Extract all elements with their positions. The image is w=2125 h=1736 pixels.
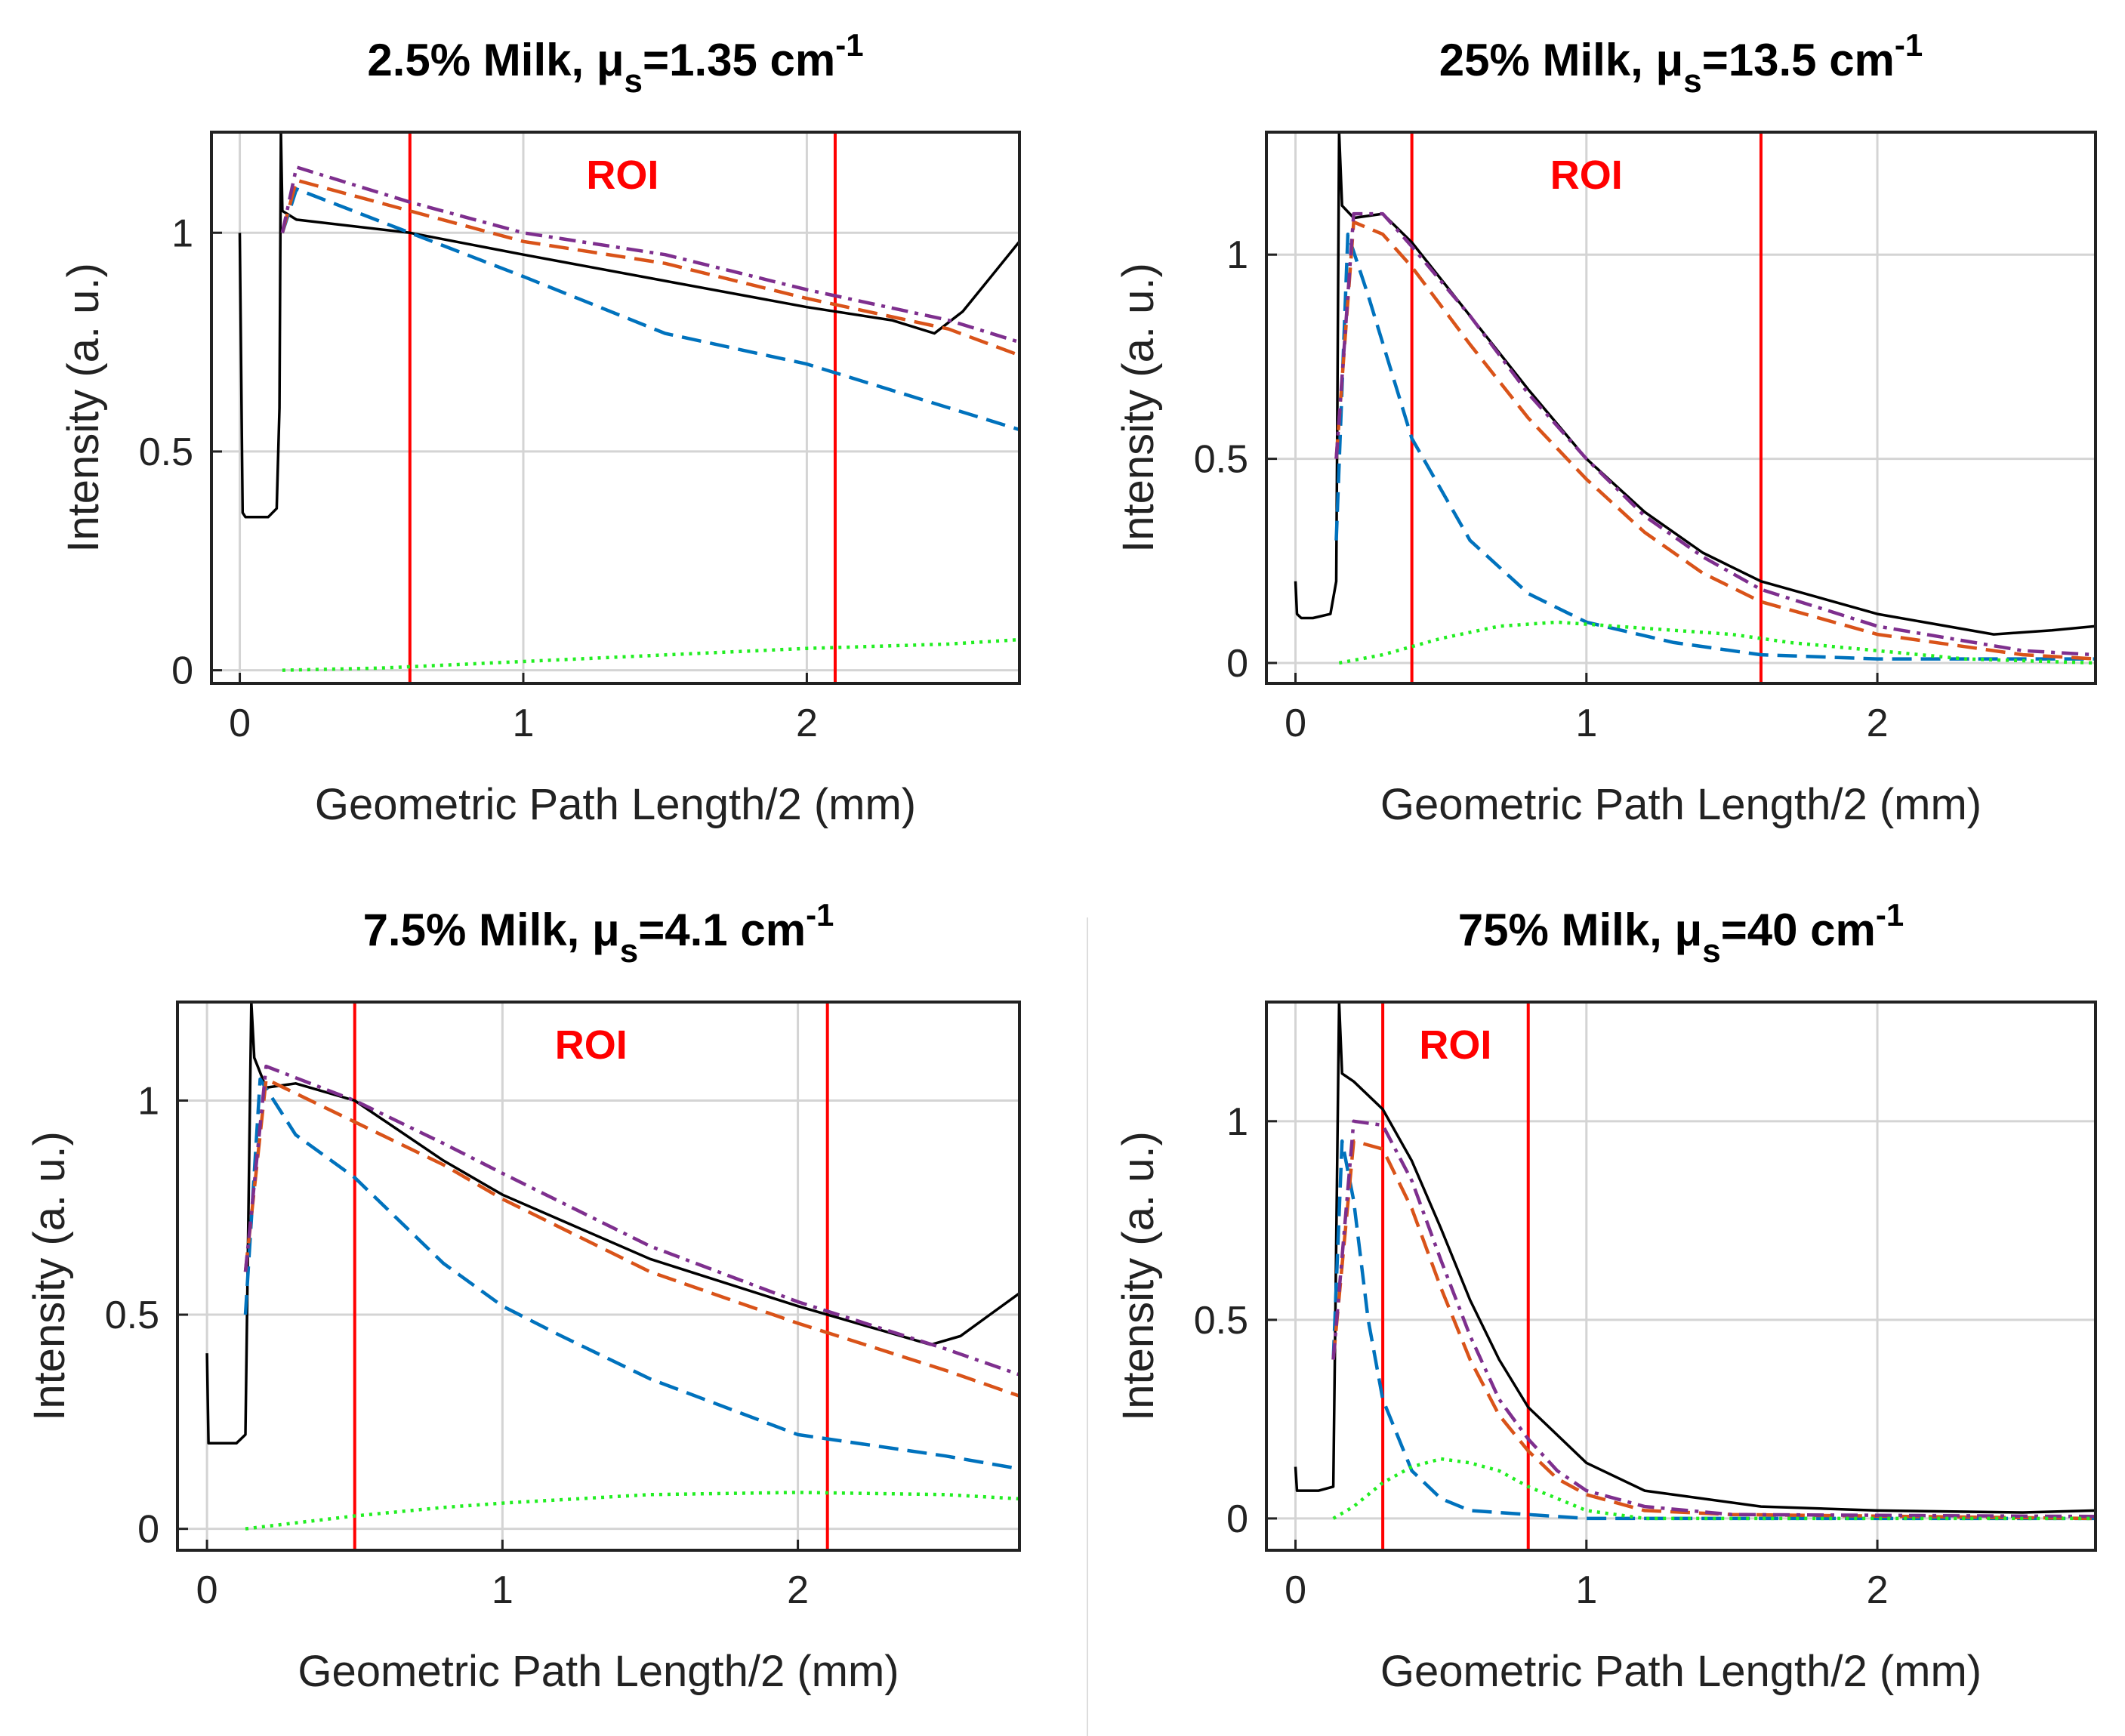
y-axis-label: Intensity (a. u.): [25, 1131, 74, 1421]
plot-area: [210, 131, 1021, 685]
roi-label: ROI: [1419, 1022, 1491, 1068]
chart-title: 7.5% Milk, μs=4.1 cm-1: [363, 897, 834, 970]
y-tick-label: 0: [1226, 642, 1248, 686]
x-axis-label: Geometric Path Length/2 (mm): [315, 780, 916, 829]
y-tick-label: 0.5: [1194, 1299, 1248, 1343]
title-main: 75% Milk, μ: [1458, 905, 1703, 955]
series-line-reference: [238, 132, 1019, 519]
series-group: [238, 132, 1019, 672]
series-line-purple: [1334, 211, 2096, 657]
y-tick-label: 1: [1226, 1100, 1248, 1144]
series-line-green: [282, 637, 1019, 672]
series-line-green: [1332, 1457, 2096, 1521]
title-subscript: s: [625, 63, 643, 100]
x-tick-label: 1: [1575, 701, 1597, 745]
x-axis-label: Geometric Path Length/2 (mm): [298, 1647, 899, 1696]
title-subscript: s: [620, 933, 638, 970]
y-tick-label: 0.5: [139, 430, 193, 474]
chart-panel-1: 0 1 2 0 0.5 1 ROI Geometric Path Length/2 (mm) I…: [59, 27, 1021, 829]
series-line-orange: [280, 178, 1019, 357]
series-line-orange: [1334, 220, 2096, 661]
x-axis-label: Geometric Path Length/2 (mm): [1380, 1647, 1982, 1696]
y-tick-label: 1: [171, 211, 193, 255]
chart-panel-2: 0 1 2 0 0.5 1 ROI Geometric Path Length/2 (mm) I…: [1114, 27, 2097, 829]
title-main: 2.5% Milk, μ: [367, 35, 624, 85]
x-tick-label: 2: [796, 701, 818, 745]
series-group: [205, 1002, 1019, 1531]
title-value: =40 cm: [1721, 905, 1876, 955]
x-tick-label: 0: [196, 1568, 218, 1612]
series-line-reference: [1294, 132, 2096, 636]
axes-frame: [176, 1001, 1021, 1552]
series-line-green: [1338, 620, 2096, 665]
x-tick-label: 2: [1867, 1568, 1889, 1612]
chart-title: 25% Milk, μs=13.5 cm-1: [1439, 27, 1923, 100]
title-superscript: -1: [835, 27, 863, 63]
title-value: =1.35 cm: [643, 35, 835, 85]
series-line-green: [245, 1491, 1019, 1531]
y-axis-label: Intensity (a. u.): [1114, 1131, 1163, 1421]
roi-label: ROI: [586, 153, 658, 198]
series-group: [1294, 132, 2096, 665]
chart-panel-3: 0 1 2 0 0.5 1 ROI Geometric Path Length/2 (mm) I…: [25, 897, 1021, 1696]
axes-frame: [1265, 131, 2097, 685]
x-tick-label: 0: [1285, 1568, 1306, 1612]
x-tick-label: 0: [1285, 701, 1306, 745]
title-subscript: s: [1683, 63, 1701, 100]
title-value: =13.5 cm: [1702, 35, 1895, 85]
plot-area: [1265, 131, 2097, 685]
title-value: =4.1 cm: [638, 905, 806, 955]
roi-label: ROI: [555, 1022, 628, 1068]
series-line-purple: [280, 165, 1019, 344]
y-tick-label: 1: [1226, 233, 1248, 277]
x-tick-label: 2: [787, 1568, 809, 1612]
title-superscript: -1: [1895, 27, 1923, 63]
y-tick-label: 1: [137, 1079, 159, 1123]
title-main: 25% Milk, μ: [1439, 35, 1684, 85]
series-line-orange: [1331, 1139, 2096, 1521]
y-tick-label: 0: [171, 649, 193, 693]
axes-frame: [210, 131, 1021, 685]
x-tick-label: 1: [1575, 1568, 1597, 1612]
title-subscript: s: [1702, 933, 1720, 970]
y-tick-label: 0.5: [1194, 438, 1248, 482]
y-tick-label: 0.5: [105, 1294, 159, 1337]
series-line-reference: [1294, 1002, 2096, 1514]
x-tick-label: 1: [513, 701, 535, 745]
series-group: [1294, 1002, 2096, 1521]
y-axis-label: Intensity (a. u.): [59, 263, 108, 553]
series-line-purple: [243, 1064, 1019, 1377]
title-superscript: -1: [806, 897, 834, 933]
roi-label: ROI: [1550, 153, 1623, 198]
series-line-purple: [1331, 1119, 2096, 1519]
x-tick-label: 1: [492, 1568, 514, 1612]
plot-area: [176, 1001, 1021, 1552]
title-main: 7.5% Milk, μ: [363, 905, 620, 955]
y-tick-label: 0: [137, 1508, 159, 1552]
chart-title: 2.5% Milk, μs=1.35 cm-1: [367, 27, 863, 100]
x-tick-label: 2: [1867, 701, 1889, 745]
x-tick-label: 0: [229, 701, 251, 745]
series-line-blue: [1334, 232, 2096, 661]
title-superscript: -1: [1876, 897, 1904, 933]
y-axis-label: Intensity (a. u.): [1114, 263, 1163, 553]
x-axis-label: Geometric Path Length/2 (mm): [1380, 780, 1982, 829]
plot-area: [1265, 1001, 2097, 1552]
chart-panel-4: 0 1 2 0 0.5 1 ROI Geometric Path Length/2 (mm) I…: [1114, 897, 2097, 1696]
axes-frame: [1265, 1001, 2097, 1552]
y-tick-label: 0: [1226, 1497, 1248, 1541]
chart-title: 75% Milk, μs=40 cm-1: [1458, 897, 1904, 970]
series-line-blue: [280, 187, 1019, 432]
